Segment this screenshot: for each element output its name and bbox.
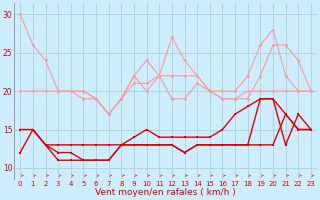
X-axis label: Vent moyen/en rafales ( km/h ): Vent moyen/en rafales ( km/h ) (95, 188, 236, 197)
